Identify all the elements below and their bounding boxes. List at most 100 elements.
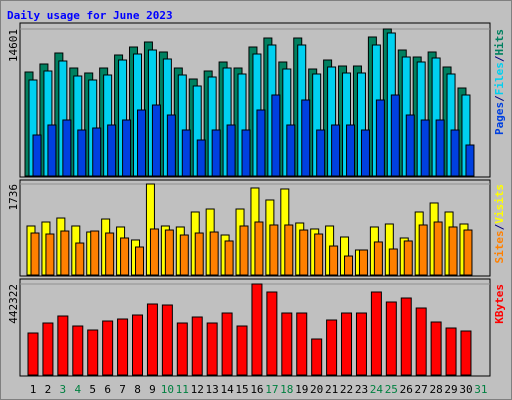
bar [107, 124, 117, 177]
bar [151, 104, 161, 177]
x-tick-label: 30 [459, 383, 472, 396]
x-tick-label: 27 [415, 383, 428, 396]
bar [179, 234, 189, 276]
bar [137, 109, 147, 177]
bar [269, 224, 279, 276]
bar [236, 325, 248, 376]
bar [161, 304, 173, 376]
x-tick-label: 22 [340, 383, 353, 396]
legend: Pages/Files/Hits [493, 29, 506, 135]
bar [92, 127, 102, 177]
x-tick-label: 1 [30, 383, 37, 396]
bar [241, 129, 251, 177]
bar [181, 129, 191, 177]
y-tick-label: 14601 [7, 29, 20, 62]
bar [87, 329, 99, 376]
bar [90, 230, 100, 276]
bar [122, 119, 132, 177]
x-tick-label: 25 [385, 383, 398, 396]
bar [360, 129, 370, 177]
x-tick-label: 31 [474, 383, 487, 396]
bar [251, 283, 263, 376]
bar [194, 232, 204, 276]
x-tick-label: 24 [370, 383, 384, 396]
bar [57, 315, 69, 376]
bar [445, 327, 457, 376]
bar [375, 99, 385, 177]
bar [226, 124, 236, 177]
bar [433, 221, 443, 276]
bar [176, 322, 188, 376]
bar [102, 320, 114, 376]
legend: Sites/Visits [493, 184, 506, 264]
bar [299, 229, 309, 276]
bar [415, 307, 427, 376]
bar [196, 139, 206, 177]
bar [284, 224, 294, 276]
bar [390, 94, 400, 177]
bar [132, 314, 144, 376]
bar [62, 119, 72, 177]
x-tick-label: 5 [89, 383, 96, 396]
legend-entry: Sites [493, 230, 506, 263]
bar [430, 321, 442, 376]
bar [32, 134, 42, 177]
bar [72, 325, 84, 376]
bar [281, 312, 293, 376]
legend: KBytes [493, 284, 506, 324]
bar [27, 332, 39, 376]
bar [405, 114, 415, 177]
x-tick-label: 17 [265, 383, 278, 396]
bar [271, 94, 281, 177]
y-tick-label: 442322 [7, 284, 20, 324]
bar [331, 124, 341, 177]
bar [146, 303, 158, 376]
bar [206, 322, 218, 376]
x-tick-label: 11 [176, 383, 189, 396]
bar [117, 318, 129, 376]
bar [314, 233, 324, 276]
legend-entry: Visits [493, 184, 506, 224]
bar [326, 319, 338, 376]
bar [450, 129, 460, 177]
x-tick-label: 29 [444, 383, 457, 396]
legend-entry: Pages [493, 102, 506, 135]
x-tick-label: 7 [119, 383, 126, 396]
x-tick-label: 13 [206, 383, 219, 396]
x-tick-label: 21 [325, 383, 338, 396]
x-tick-label: 14 [220, 383, 234, 396]
bar [254, 221, 264, 276]
bar [296, 312, 308, 376]
bar [77, 129, 87, 177]
legend-entry: KBytes [493, 284, 506, 324]
bar [239, 225, 249, 276]
legend-separator: / [493, 223, 506, 230]
bar [316, 129, 326, 177]
bar [385, 301, 397, 376]
x-tick-label: 8 [134, 383, 141, 396]
x-tick-label: 2 [45, 383, 52, 396]
bar [286, 124, 296, 177]
legend-entry: Hits [493, 29, 506, 56]
x-tick-label: 28 [429, 383, 442, 396]
bar [209, 231, 219, 276]
bar [166, 114, 176, 177]
bar [224, 240, 234, 276]
bar [358, 249, 368, 276]
x-tick-label: 12 [191, 383, 204, 396]
x-tick-label: 19 [295, 383, 308, 396]
bar [191, 316, 203, 376]
bar [211, 129, 221, 177]
bar [221, 312, 233, 376]
x-tick-label: 26 [400, 383, 413, 396]
bar [135, 246, 145, 276]
bar [344, 255, 354, 276]
bar [463, 229, 473, 276]
bar [400, 297, 412, 376]
x-tick-label: 9 [149, 383, 156, 396]
legend-separator: / [493, 95, 506, 102]
bar [256, 109, 266, 177]
y-tick-label: 1736 [7, 184, 20, 211]
chart-title: Daily usage for June 2023 [7, 9, 173, 22]
bar [105, 232, 115, 276]
